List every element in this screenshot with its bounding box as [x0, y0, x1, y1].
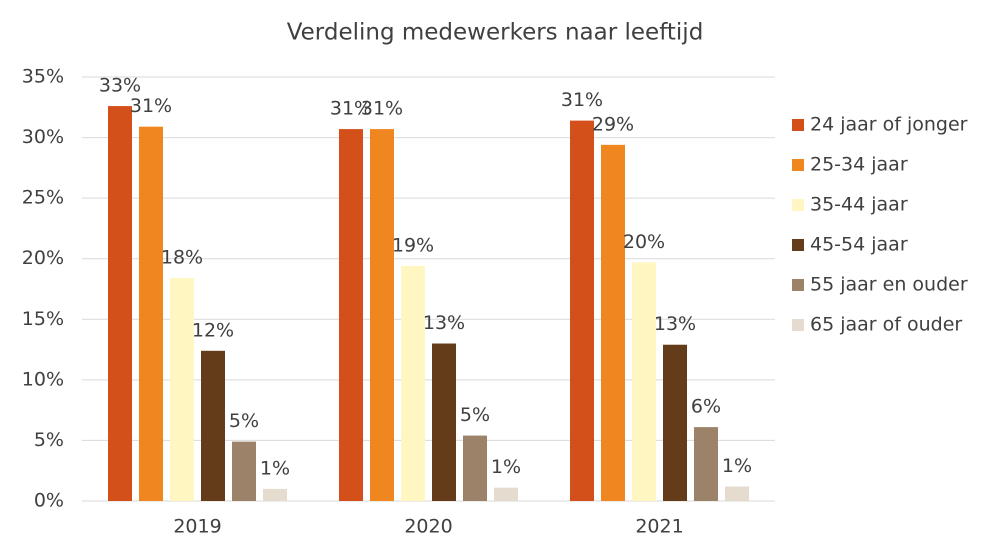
bar: [201, 350, 225, 501]
bar: [463, 435, 487, 501]
legend-label: 35-44 jaar: [810, 194, 908, 216]
value-label: 31%: [361, 98, 403, 120]
value-label: 18%: [161, 247, 203, 269]
value-label: 1%: [260, 457, 290, 479]
legend-label: 25-34 jaar: [810, 154, 908, 176]
value-label: 5%: [460, 404, 490, 426]
value-label: 13%: [654, 313, 696, 335]
y-tick-label: 30%: [22, 126, 64, 148]
value-label: 1%: [491, 456, 521, 478]
legend-swatch: [792, 279, 804, 291]
y-tick-label: 5%: [34, 429, 64, 451]
legend-swatch: [792, 159, 804, 171]
legend-swatch: [792, 199, 804, 211]
bar: [725, 486, 749, 501]
value-label: 6%: [691, 396, 721, 418]
legend-label: 24 jaar of jonger: [810, 114, 968, 136]
y-tick-label: 20%: [22, 247, 64, 269]
value-label: 29%: [592, 113, 634, 135]
x-tick-label: 2021: [635, 516, 683, 538]
value-label: 1%: [722, 455, 752, 477]
bar: [339, 129, 363, 501]
chart-title: Verdeling medewerkers naar leeftijd: [287, 20, 704, 46]
bar: [139, 126, 163, 501]
bar: [108, 106, 132, 502]
legend-label: 55 jaar en ouder: [810, 274, 968, 296]
value-label: 13%: [423, 312, 465, 334]
value-label: 31%: [330, 98, 372, 120]
legend-swatch: [792, 319, 804, 331]
y-tick-label: 10%: [22, 368, 64, 390]
y-tick-label: 0%: [34, 490, 64, 512]
bar: [263, 488, 287, 501]
legend-label: 45-54 jaar: [810, 234, 908, 256]
bar: [170, 278, 194, 501]
bar: [232, 441, 256, 501]
bar: [694, 427, 718, 501]
bar: [494, 487, 518, 501]
bar: [570, 120, 594, 502]
y-tick-label: 25%: [22, 187, 64, 209]
bar: [432, 343, 456, 501]
value-label: 33%: [99, 75, 141, 97]
value-label: 20%: [623, 231, 665, 253]
legend-swatch: [792, 119, 804, 131]
legend-swatch: [792, 239, 804, 251]
x-tick-label: 2019: [173, 516, 221, 538]
x-tick-label: 2020: [404, 516, 452, 538]
value-label: 19%: [392, 234, 434, 256]
bar: [601, 144, 625, 501]
value-label: 31%: [130, 95, 172, 117]
bar: [663, 344, 687, 501]
legend-label: 65 jaar of ouder: [810, 314, 962, 336]
bar: [401, 265, 425, 501]
value-label: 5%: [229, 410, 259, 432]
bar: [370, 129, 394, 501]
bar: [632, 262, 656, 501]
y-tick-label: 35%: [22, 66, 64, 88]
y-tick-label: 15%: [22, 308, 64, 330]
value-label: 31%: [561, 89, 603, 111]
value-label: 12%: [192, 319, 234, 341]
